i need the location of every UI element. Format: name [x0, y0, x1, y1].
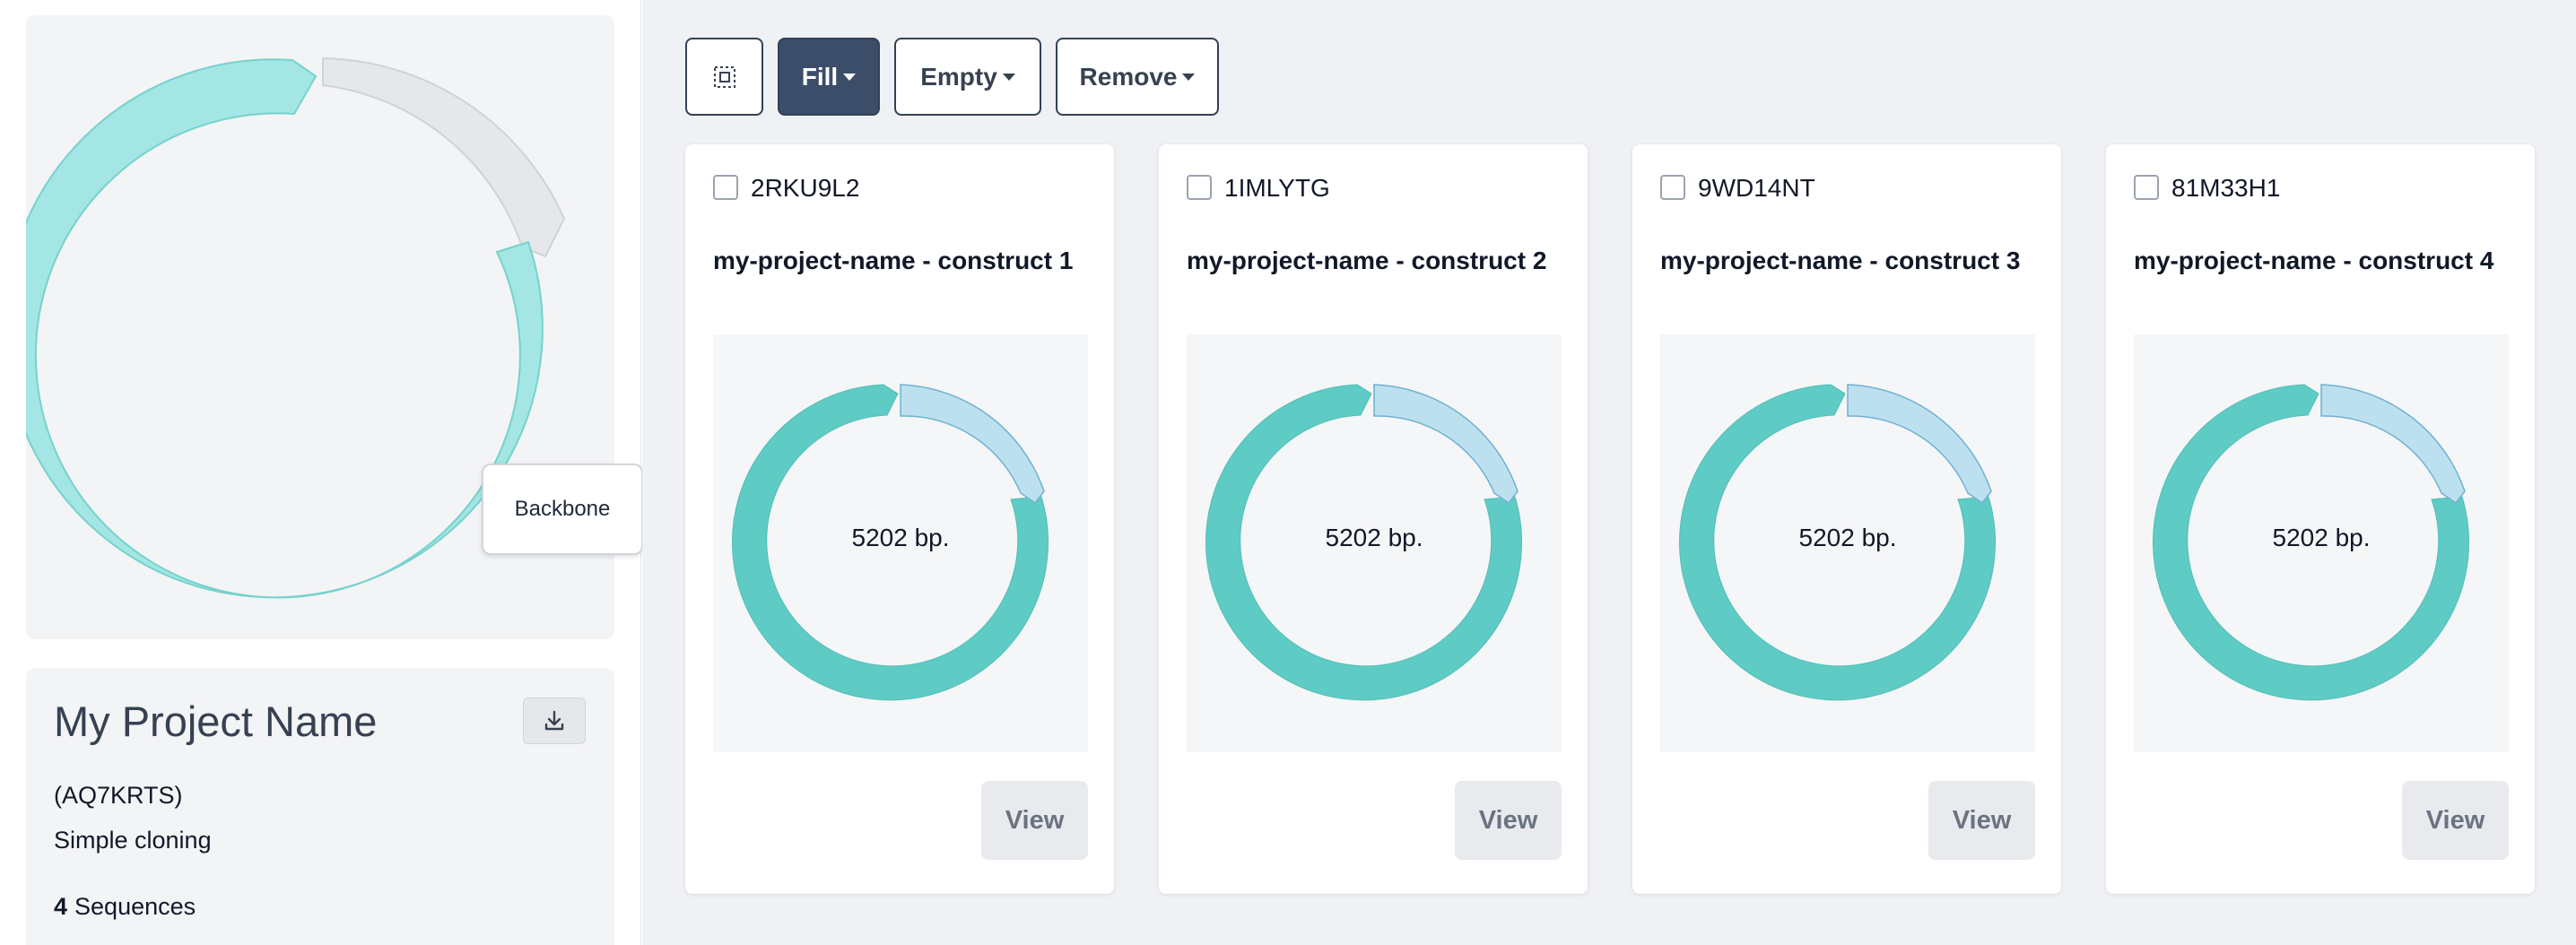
card-length: 5202 bp.: [2272, 524, 2371, 551]
insert-feature[interactable]: [322, 56, 566, 258]
project-title: My Project Name: [54, 698, 378, 745]
sidebar: Backbone My Project Name (AQ7KRTS) Simpl…: [0, 0, 643, 945]
toolbar: Fill Empty Remove: [685, 38, 1219, 116]
empty-button-label: Empty: [920, 62, 997, 91]
card-plasmid-map[interactable]: 5202 bp.: [2134, 334, 2509, 752]
empty-button[interactable]: Empty: [894, 38, 1041, 116]
card-name: my-project-name - construct 1: [713, 247, 1074, 274]
sequence-count: 4 Sequences: [54, 893, 196, 921]
card-plasmid-map[interactable]: 5202 bp.: [1660, 334, 2035, 752]
card-checkbox[interactable]: [1187, 175, 1212, 200]
view-button[interactable]: View: [981, 781, 1088, 860]
backbone-feature[interactable]: [2153, 384, 2469, 701]
project-id: (AQ7KRTS): [54, 782, 183, 809]
construct-card: 2RKU9L2 my-project-name - construct 1 52…: [685, 144, 1114, 894]
caret-down-icon: [1002, 73, 1015, 81]
download-icon: [544, 710, 564, 731]
plasmid-map[interactable]: [26, 15, 614, 639]
construct-card: 1IMLYTG my-project-name - construct 2 52…: [1159, 144, 1588, 894]
card-length: 5202 bp.: [1798, 524, 1897, 551]
card-id: 2RKU9L2: [751, 174, 860, 202]
fill-button[interactable]: Fill: [778, 38, 880, 116]
card-name: my-project-name - construct 3: [1660, 247, 2021, 274]
insert-feature[interactable]: [1373, 384, 1519, 505]
plasmid-map-panel: Backbone: [26, 15, 643, 639]
backbone-feature[interactable]: [1205, 384, 1522, 701]
card-id: 1IMLYTG: [1224, 174, 1330, 202]
backbone-feature[interactable]: [732, 384, 1049, 701]
card-checkbox[interactable]: [2134, 175, 2159, 200]
caret-down-icon: [1182, 73, 1196, 81]
remove-button-label: Remove: [1079, 62, 1178, 91]
backbone-feature[interactable]: [1679, 384, 1996, 701]
select-all-button[interactable]: [685, 38, 763, 116]
main-area: Fill Empty Remove 2RKU9L2 my-project-nam…: [642, 0, 2576, 945]
insert-feature[interactable]: [2320, 384, 2466, 505]
view-button[interactable]: View: [2402, 781, 2509, 860]
construct-card: 81M33H1 my-project-name - construct 4 52…: [2106, 144, 2535, 894]
fill-button-label: Fill: [801, 62, 839, 91]
project-type: Simple cloning: [54, 827, 212, 854]
card-plasmid-map[interactable]: 5202 bp.: [1187, 334, 1562, 752]
card-plasmid-map[interactable]: 5202 bp.: [713, 334, 1088, 752]
card-checkbox[interactable]: [713, 175, 738, 200]
view-button[interactable]: View: [1455, 781, 1562, 860]
sequence-count-label: Sequences: [74, 893, 196, 920]
insert-feature[interactable]: [1847, 384, 1992, 505]
card-length: 5202 bp.: [1325, 524, 1423, 551]
card-name: my-project-name - construct 2: [1187, 247, 1547, 274]
sequence-count-value: 4: [54, 893, 68, 920]
view-button[interactable]: View: [1928, 781, 2035, 860]
card-checkbox[interactable]: [1660, 175, 1685, 200]
project-info-panel: My Project Name (AQ7KRTS) Simple cloning…: [26, 668, 614, 945]
card-id: 81M33H1: [2171, 174, 2281, 202]
card-length: 5202 bp.: [851, 524, 950, 551]
select-all-icon: [713, 65, 735, 88]
caret-down-icon: [843, 73, 857, 81]
insert-feature[interactable]: [900, 384, 1045, 505]
construct-card: 9WD14NT my-project-name - construct 3 52…: [1632, 144, 2061, 894]
card-name: my-project-name - construct 4: [2134, 247, 2494, 274]
feature-tooltip: Backbone: [482, 464, 643, 555]
card-id: 9WD14NT: [1698, 174, 1815, 202]
remove-button[interactable]: Remove: [1056, 38, 1219, 116]
backbone-feature[interactable]: [26, 58, 544, 599]
download-button[interactable]: [523, 698, 586, 744]
